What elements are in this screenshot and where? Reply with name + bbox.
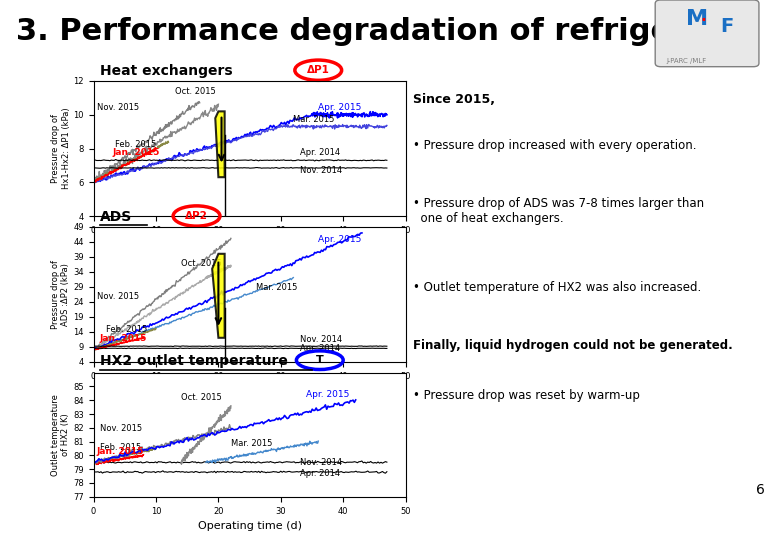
Text: F: F <box>721 17 734 36</box>
FancyBboxPatch shape <box>655 0 759 66</box>
Text: Oct. 2015: Oct. 2015 <box>175 87 215 97</box>
Polygon shape <box>212 254 225 338</box>
Text: • Pressure drop was reset by warm-up: • Pressure drop was reset by warm-up <box>413 389 640 402</box>
Text: ΔP1: ΔP1 <box>307 65 330 75</box>
Text: ΔP2: ΔP2 <box>185 211 208 221</box>
Text: Since 2015,: Since 2015, <box>413 93 495 106</box>
Text: Apr. 2014: Apr. 2014 <box>300 345 339 353</box>
Text: Nov. 2015: Nov. 2015 <box>97 103 139 112</box>
Y-axis label: Pressure drop of
Hx1-Hx2: ΔP1 (kPa): Pressure drop of Hx1-Hx2: ΔP1 (kPa) <box>51 107 71 190</box>
Text: • Pressure drop increased with every operation.: • Pressure drop increased with every ope… <box>413 139 697 152</box>
Text: Nov. 2014: Nov. 2014 <box>300 166 342 175</box>
Y-axis label: Outlet temperature
of HX2 (K): Outlet temperature of HX2 (K) <box>51 394 70 476</box>
Y-axis label: Pressure drop of
ADS :ΔP2 (kPa): Pressure drop of ADS :ΔP2 (kPa) <box>51 260 70 329</box>
Text: HX2 outlet temperature: HX2 outlet temperature <box>100 354 288 368</box>
Text: Apr. 2014: Apr. 2014 <box>300 148 339 157</box>
Text: • Outlet temperature of HX2 was also increased.: • Outlet temperature of HX2 was also inc… <box>413 281 702 294</box>
Text: Mar. 2015: Mar. 2015 <box>293 114 335 124</box>
Text: Mar. 2015: Mar. 2015 <box>256 283 297 292</box>
Text: Oct. 2015: Oct. 2015 <box>181 259 222 268</box>
Text: M: M <box>686 9 708 29</box>
Text: 3. Performance degradation of refrigerator: 3. Performance degradation of refrigerat… <box>16 17 757 46</box>
Text: ·: · <box>699 9 707 33</box>
Text: ADS: ADS <box>100 210 132 224</box>
Text: Oct. 2015: Oct. 2015 <box>181 393 222 402</box>
X-axis label: Operating time (d): Operating time (d) <box>197 521 302 531</box>
Text: • Pressure drop of ADS was 7-8 times larger than
  one of heat exchangers.: • Pressure drop of ADS was 7-8 times lar… <box>413 198 704 225</box>
Text: Finally, liquid hydrogen could not be generated.: Finally, liquid hydrogen could not be ge… <box>413 339 733 352</box>
Polygon shape <box>215 111 225 177</box>
Text: Nov. 2014: Nov. 2014 <box>300 458 342 467</box>
Text: Jan. 2015: Jan. 2015 <box>100 334 147 343</box>
Text: Feb. 2015: Feb. 2015 <box>106 325 147 334</box>
Text: Apr. 2015: Apr. 2015 <box>306 390 349 400</box>
Text: Heat exchangers: Heat exchangers <box>100 64 232 78</box>
Text: Nov. 2014: Nov. 2014 <box>300 335 342 345</box>
Text: Feb. 2015: Feb. 2015 <box>100 443 141 452</box>
Text: Mar. 2015: Mar. 2015 <box>231 438 272 448</box>
Text: Apr. 2014: Apr. 2014 <box>300 469 339 478</box>
Text: T: T <box>316 355 324 365</box>
Text: 6: 6 <box>756 483 765 497</box>
Text: Apr. 2015: Apr. 2015 <box>318 103 362 112</box>
Text: Feb. 2015: Feb. 2015 <box>115 140 157 149</box>
Text: Jan. 2015: Jan. 2015 <box>97 447 144 456</box>
Text: Apr. 2015: Apr. 2015 <box>318 235 362 244</box>
Text: J-PARC /MLF: J-PARC /MLF <box>666 58 707 64</box>
Text: Nov. 2015: Nov. 2015 <box>97 292 139 301</box>
Text: Nov. 2015: Nov. 2015 <box>100 423 142 433</box>
Text: Jan. 2015: Jan. 2015 <box>112 148 160 157</box>
